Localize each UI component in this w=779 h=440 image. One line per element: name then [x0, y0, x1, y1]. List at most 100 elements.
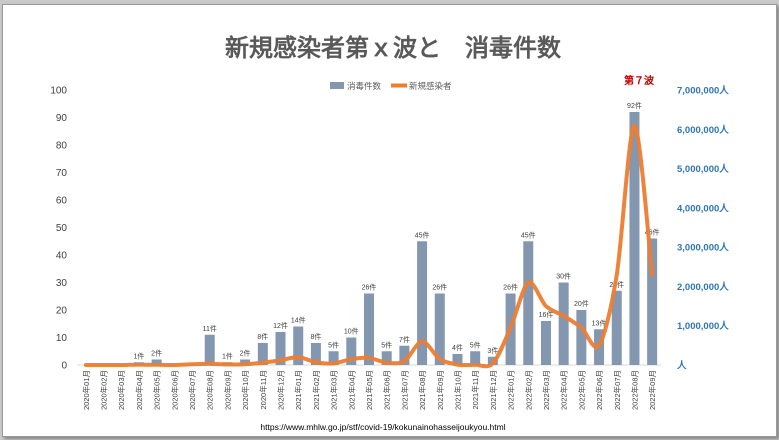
x-tick-label: 2022年05月	[576, 370, 586, 410]
bar-data-label: 26件	[432, 283, 447, 292]
x-tick-label: 2022年08月	[629, 370, 639, 410]
y-left-tick-label: 0	[61, 361, 67, 372]
y-right-tick-label: 4,000,000人	[677, 202, 729, 214]
bar	[558, 282, 569, 365]
bar-data-label: 92件	[627, 101, 642, 110]
bar	[381, 351, 392, 365]
x-tick-label: 2020年11月	[258, 370, 268, 409]
y-left-tick-label: 30	[56, 278, 68, 289]
bar	[293, 326, 304, 365]
x-tick-label: 2020年10月	[240, 370, 250, 410]
x-tick-label: 2021年08月	[417, 370, 427, 410]
x-tick-label: 2020年04月	[134, 370, 144, 410]
y-left-tick-label: 60	[56, 196, 68, 207]
x-tick-label: 2021年03月	[329, 370, 339, 410]
x-tick-label: 2021年11月	[470, 370, 480, 409]
y-right-tick-label: 7,000,000人	[677, 85, 729, 97]
y-right-tick-label: 6,000,000人	[677, 124, 729, 136]
legend-bar-swatch	[330, 82, 344, 89]
bar	[540, 321, 551, 365]
x-tick-label: 2021年12月	[488, 370, 498, 410]
bar-data-label: 1件	[133, 351, 144, 360]
bar	[470, 351, 481, 365]
x-tick-label: 2022年02月	[523, 370, 533, 410]
y-right-tick-label: 1,000,000人	[677, 320, 729, 332]
x-tick-label: 2020年07月	[187, 370, 197, 410]
x-tick-label: 2021年09月	[435, 370, 445, 410]
x-axis: 2020年01月 2020年02月 2020年03月 2020年04月 2020年05月…	[81, 370, 657, 410]
bar-data-label: 8件	[310, 332, 321, 341]
x-tick-label: 2021年10月	[452, 370, 462, 410]
y-right-tick-label: 5,000,000人	[677, 163, 729, 175]
x-tick-label: 2021年01月	[293, 370, 303, 410]
bar	[364, 293, 374, 365]
bar	[434, 293, 445, 365]
source-url: https://www.mhlw.go.jp/stf/covid-19/koku…	[260, 422, 505, 432]
bar-data-label: 5件	[470, 340, 481, 349]
bar-data-label: 11件	[203, 324, 217, 333]
x-tick-label: 2020年09月	[222, 370, 232, 410]
bar	[151, 359, 162, 365]
bar-data-label: 4件	[452, 343, 463, 352]
x-tick-label: 2022年09月	[647, 370, 657, 410]
bar	[523, 241, 534, 365]
line-series	[83, 123, 655, 369]
bar-data-label: 7件	[399, 335, 410, 344]
bar	[576, 310, 587, 365]
bar	[310, 343, 321, 365]
y-right-tick-label: 2,000,000人	[677, 281, 729, 293]
x-tick-label: 2020年06月	[169, 370, 179, 410]
y-left-tick-label: 20	[56, 306, 68, 317]
bar-data-label: 10件	[344, 327, 359, 336]
x-tick-label: 2022年01月	[506, 370, 516, 410]
y-left-tick-label: 40	[56, 251, 68, 262]
bar-data-label: 1件	[222, 351, 233, 360]
bar-data-label: 5件	[381, 340, 392, 349]
bar	[417, 241, 428, 365]
chart: 新規感染者第ｘ波と 消毒件数 消毒件数 新規感染者 第７波 0 10 20 30 40 5…	[50, 34, 729, 432]
bar	[328, 351, 339, 365]
x-tick-label: 2020年08月	[205, 370, 215, 410]
x-tick-label: 2021年04月	[346, 370, 356, 410]
bar	[647, 238, 658, 365]
wave-annotation: 第７波	[624, 74, 655, 87]
y-left-tick-label: 80	[56, 141, 68, 152]
x-tick-label: 2020年05月	[152, 370, 162, 410]
y-right-tick-label: 人	[677, 360, 687, 372]
bar-data-label: 14件	[291, 316, 306, 325]
x-tick-label: 2022年06月	[594, 370, 604, 410]
bar-data-label: 13件	[592, 318, 607, 327]
x-tick-label: 2020年12月	[276, 370, 286, 410]
bar	[611, 290, 622, 365]
bar-data-label: 8件	[257, 332, 268, 341]
bar-data-label: 2件	[151, 349, 162, 358]
x-tick-label: 2021年05月	[364, 370, 374, 410]
y-left-tick-label: 10	[56, 333, 68, 344]
bar-data-label: 26件	[503, 283, 518, 292]
x-tick-label: 2021年07月	[399, 370, 409, 410]
y-axis-left: 0 10 20 30 40 50 60 70 80 90 100	[50, 86, 67, 372]
bar-data-label: 45件	[521, 230, 536, 239]
x-tick-label: 2020年02月	[99, 370, 109, 410]
bar-data-label: 46件	[645, 228, 660, 237]
x-tick-label: 2022年04月	[559, 370, 569, 410]
y-left-tick-label: 50	[56, 223, 68, 234]
y-right-tick-label: 3,000,000人	[677, 242, 729, 254]
bar	[346, 337, 357, 365]
legend-bar-label: 消毒件数	[347, 81, 382, 91]
bar-data-label: 3件	[487, 346, 498, 355]
legend: 消毒件数 新規感染者	[330, 81, 452, 91]
y-left-tick-label: 100	[50, 86, 67, 97]
x-tick-label: 2020年01月	[81, 370, 91, 410]
bar	[629, 112, 640, 365]
series-line	[83, 123, 655, 369]
bar-data-label: 26件	[362, 283, 377, 292]
x-tick-label: 2022年07月	[612, 370, 622, 410]
x-tick-label: 2022年03月	[541, 370, 551, 410]
x-tick-label: 2020年03月	[116, 370, 126, 410]
y-left-tick-label: 70	[56, 168, 68, 179]
bar-data-label: 16件	[539, 310, 554, 319]
bar-data-label: 30件	[556, 272, 571, 281]
bar-data-label: 12件	[273, 321, 288, 330]
x-tick-label: 2021年02月	[311, 370, 321, 410]
